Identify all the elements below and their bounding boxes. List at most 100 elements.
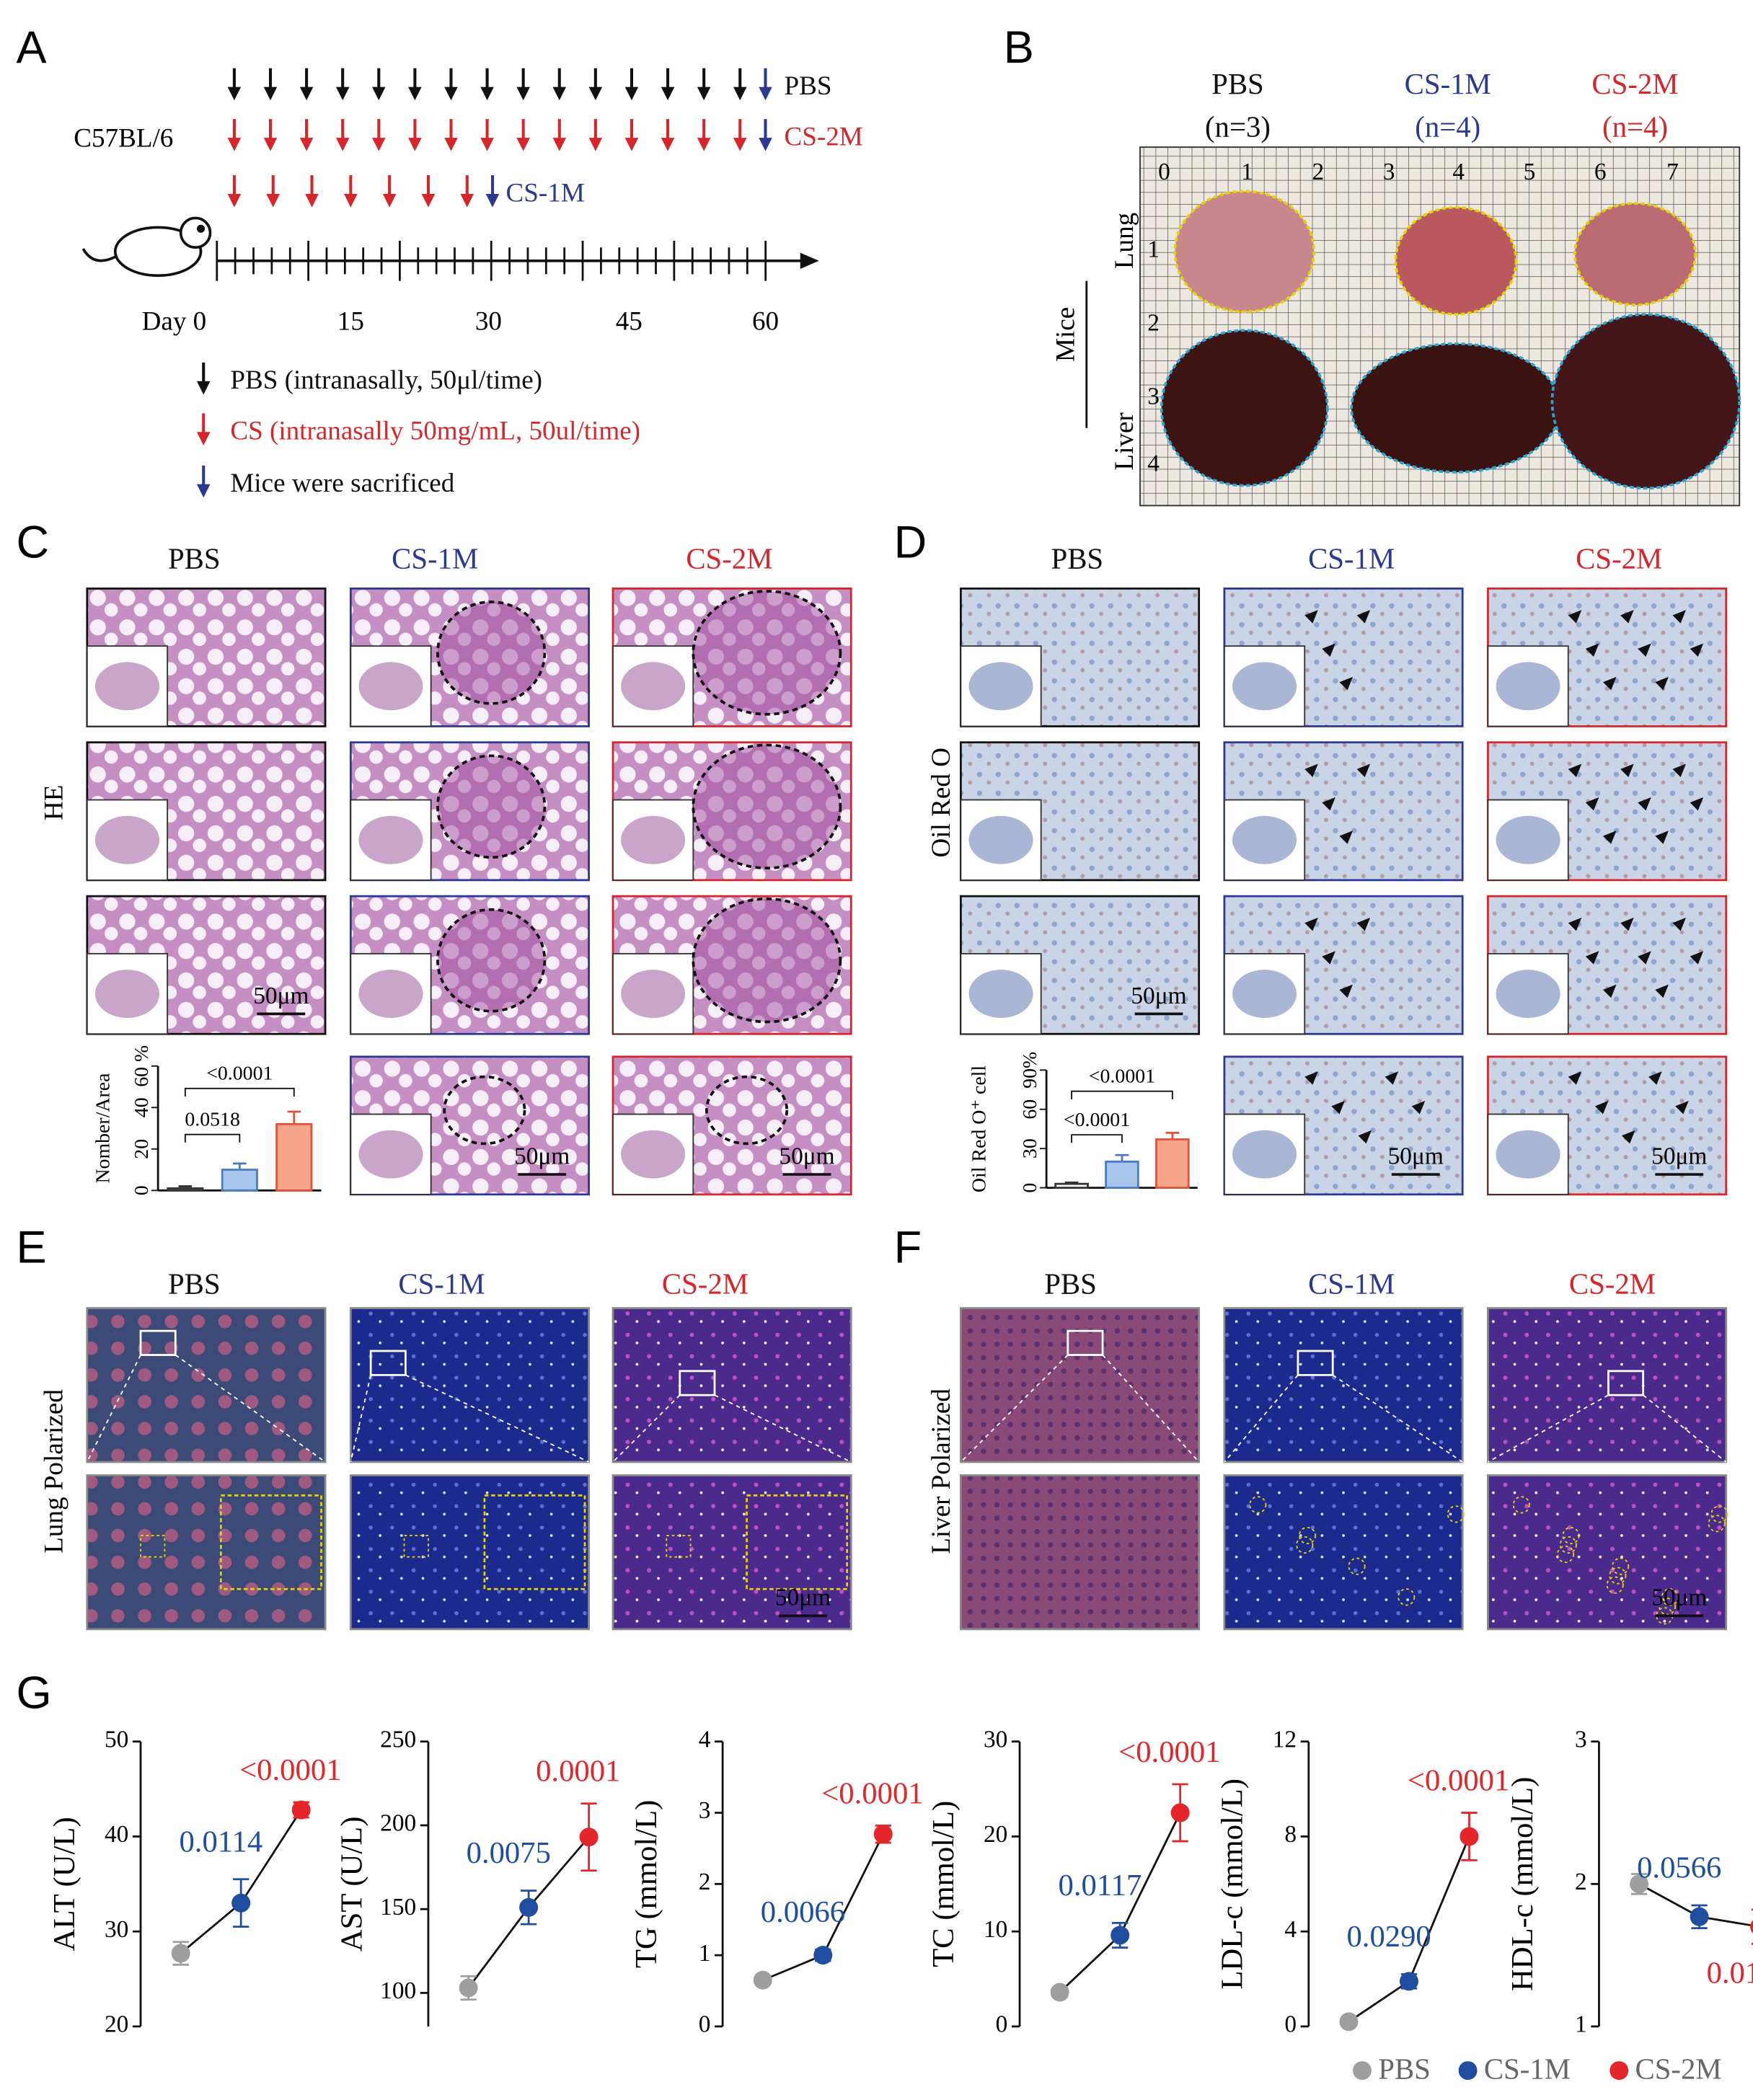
inset-tissue	[621, 815, 686, 864]
group-header: PBS	[168, 543, 221, 575]
p-value: <0.0001	[239, 1753, 341, 1787]
point	[1399, 1972, 1418, 1991]
y-tick-label: 12	[1273, 1726, 1297, 1753]
crystal-marker	[1609, 1567, 1627, 1585]
day-label: 30	[475, 307, 502, 337]
arrow-head	[588, 87, 603, 101]
group-header: CS-2M	[662, 1267, 749, 1300]
point	[1690, 1907, 1709, 1926]
day-label: 15	[337, 307, 364, 337]
lipid-arrowhead	[1304, 1071, 1318, 1085]
lipid-arrowhead	[1655, 830, 1669, 844]
organ-label: Liver	[1110, 412, 1139, 470]
lipid-arrowhead	[1620, 917, 1634, 931]
lipid-arrowhead	[1304, 917, 1318, 931]
p-value: <0.0001	[1408, 1764, 1509, 1798]
lipid-arrowhead	[1672, 763, 1687, 777]
lipid-arrowhead	[1339, 676, 1354, 691]
inset-tissue	[1496, 662, 1560, 711]
stain-label: Liver Polarized	[927, 1388, 956, 1554]
group-header: PBS	[1044, 1267, 1097, 1300]
legend-marker	[1610, 2061, 1629, 2081]
arrow-head	[299, 87, 314, 101]
legend-text: PBS	[1378, 2052, 1431, 2085]
point	[1339, 2012, 1359, 2032]
group-header: CS-2M	[686, 543, 772, 575]
zoom-box	[139, 1329, 177, 1356]
point	[1170, 1803, 1190, 1822]
crystal-marker	[1348, 1557, 1366, 1575]
inset-tissue	[968, 815, 1033, 864]
p-value: 0.0001	[536, 1755, 620, 1789]
p-value: 0.0075	[467, 1836, 551, 1870]
point	[1050, 1982, 1069, 2002]
group-header: PBS	[1051, 543, 1104, 575]
legend-text: Mice were sacrificed	[230, 469, 454, 498]
inset-tissue	[968, 970, 1033, 1018]
arrow-head	[382, 194, 397, 208]
lipid-arrowhead	[1655, 676, 1669, 691]
scale-label: 50μm	[1651, 1143, 1707, 1169]
group-header: CS-1M	[392, 543, 478, 575]
micrograph	[1223, 1307, 1464, 1463]
lesion-outline	[436, 908, 547, 1013]
scale-label: 50μm	[775, 1585, 831, 1611]
arrow-head	[733, 87, 747, 101]
crystal-marker	[1661, 1588, 1679, 1606]
y-tick-label: 2	[699, 1869, 711, 1895]
ruler-number: 1	[1241, 159, 1253, 185]
label: C57BL/6	[74, 123, 173, 153]
lipid-arrowhead	[1322, 797, 1335, 811]
legend-marker	[1458, 2061, 1478, 2081]
crystal-marker	[1562, 1526, 1580, 1545]
arrow-head	[624, 138, 639, 151]
label: PBS	[784, 71, 831, 101]
inset-tissue	[621, 970, 686, 1018]
arrow-head	[196, 381, 211, 395]
micrograph	[611, 1474, 852, 1631]
bar	[1105, 1160, 1139, 1189]
ruler-number: 3	[1383, 159, 1395, 185]
crystal-marker	[1612, 1557, 1630, 1575]
point	[753, 1970, 772, 1990]
p-value: 0.0117	[1058, 1869, 1142, 1902]
arrow-head	[624, 87, 639, 101]
scale-label: 50μm	[779, 1143, 834, 1169]
lipid-arrowhead	[1602, 984, 1617, 998]
arrow-head	[408, 87, 422, 101]
y-tick-label: 1	[1575, 2011, 1587, 2038]
crystal-marker	[1710, 1505, 1728, 1523]
micrograph	[86, 1474, 327, 1631]
legend-text: CS (intranasally 50mg/mL, 50ul/time)	[230, 417, 640, 446]
y-tick-label: 3	[699, 1797, 711, 1824]
y-tick-label: 100	[380, 1977, 416, 2004]
micrograph	[86, 1307, 327, 1463]
arrow-head	[444, 87, 458, 101]
bar	[167, 1187, 204, 1192]
micrograph	[959, 1307, 1201, 1463]
panel-label: G	[16, 1667, 51, 1718]
lipid-arrowhead	[1672, 610, 1687, 624]
arrow-head	[516, 138, 530, 151]
organs	[1160, 190, 1741, 490]
lesion-outline	[692, 590, 842, 716]
arrow-head	[335, 87, 350, 101]
lipid-arrowhead	[1675, 1101, 1689, 1115]
ruler-number: 4	[1147, 450, 1160, 477]
point	[459, 1978, 478, 1998]
lipid-arrowhead	[1655, 984, 1669, 998]
detail-box	[403, 1535, 429, 1558]
group-header: CS-2M	[1569, 1267, 1656, 1300]
lipid-arrowhead	[1621, 1130, 1635, 1144]
arrow-head	[372, 87, 386, 101]
arrow-head	[227, 138, 242, 151]
y-tick-label: 20	[131, 1139, 153, 1159]
inset-tissue	[358, 970, 423, 1018]
lipid-arrowhead	[1411, 1101, 1426, 1115]
lesion-outline	[436, 601, 547, 705]
lipid-arrowhead	[1602, 830, 1617, 844]
group-header: CS-2M	[1591, 68, 1678, 100]
lipid-arrowhead	[1304, 763, 1318, 777]
p-value: 0.0148	[1707, 1957, 1753, 1990]
organ-label: Lung	[1110, 213, 1139, 269]
